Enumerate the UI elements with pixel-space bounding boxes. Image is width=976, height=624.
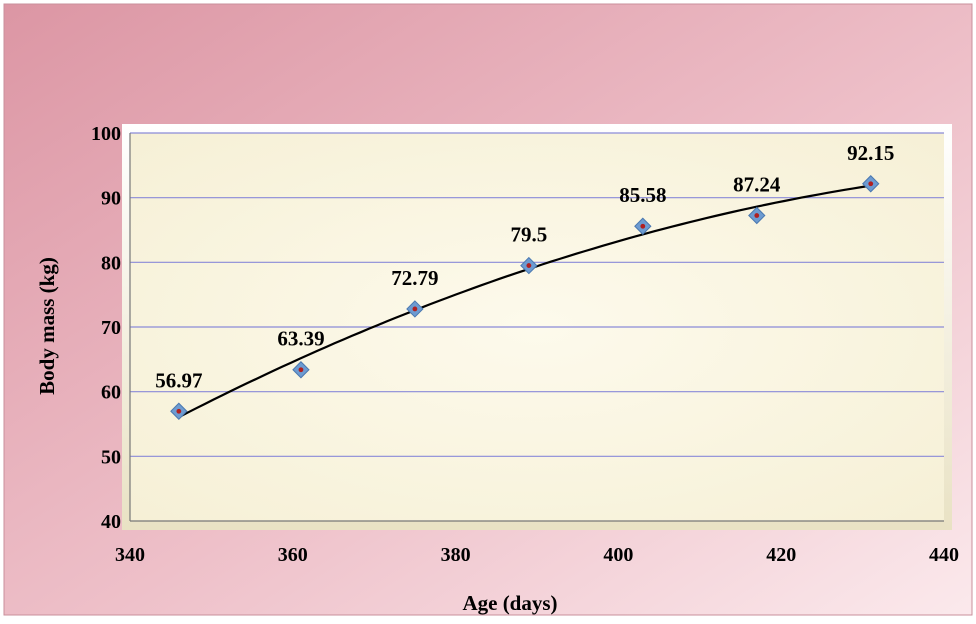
data-point <box>406 300 424 318</box>
data-point-center <box>754 213 760 218</box>
x-tick-label-440: 440 <box>929 544 959 566</box>
data-labels: 56.97 63.39 72.79 79.5 85.58 87.24 92.15 <box>155 141 894 392</box>
data-label: 72.79 <box>391 266 438 290</box>
data-point <box>170 402 188 420</box>
y-tick-label-100: 100 <box>91 123 121 145</box>
data-points <box>170 175 880 420</box>
data-label: 92.15 <box>847 141 894 165</box>
data-point-center <box>412 306 418 312</box>
gridlines <box>130 132 944 457</box>
y-tick-labels: 40 50 60 70 80 90 100 <box>91 123 121 533</box>
data-label: 63.39 <box>277 327 324 351</box>
x-tick-label-360: 360 <box>278 544 308 566</box>
data-point <box>634 217 652 235</box>
axes <box>129 133 944 522</box>
data-point-center <box>526 263 532 268</box>
x-tick-label-340: 340 <box>115 544 145 566</box>
y-tick-label-90: 90 <box>101 188 121 210</box>
data-point-center <box>640 223 646 229</box>
trendline <box>178 184 871 419</box>
x-tick-label-380: 380 <box>441 544 471 566</box>
y-tick-label-80: 80 <box>101 252 121 274</box>
data-point-center <box>298 367 304 373</box>
y-tick-label-60: 60 <box>101 382 121 404</box>
x-axis-label: Age (days) <box>462 591 557 615</box>
x-tick-label-420: 420 <box>766 544 796 566</box>
data-point-center <box>176 408 182 414</box>
y-tick-label-40: 40 <box>101 511 121 533</box>
data-point <box>292 361 310 379</box>
data-point-center <box>868 181 874 187</box>
data-point <box>748 206 766 225</box>
y-axis-label: Body mass (kg) <box>35 257 59 395</box>
data-point <box>862 175 880 193</box>
data-label: 87.24 <box>733 173 781 197</box>
y-tick-label-70: 70 <box>101 317 121 339</box>
data-label: 85.58 <box>619 183 666 207</box>
y-tick-label-50: 50 <box>101 446 121 468</box>
x-tick-labels: 340 360 380 400 420 440 <box>115 544 959 566</box>
data-label: 56.97 <box>155 368 202 392</box>
data-label: 79.5 <box>510 223 547 247</box>
x-tick-label-400: 400 <box>603 544 633 566</box>
data-point <box>520 256 538 275</box>
